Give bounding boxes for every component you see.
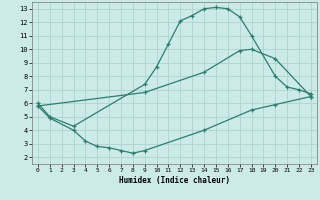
X-axis label: Humidex (Indice chaleur): Humidex (Indice chaleur): [119, 176, 230, 185]
